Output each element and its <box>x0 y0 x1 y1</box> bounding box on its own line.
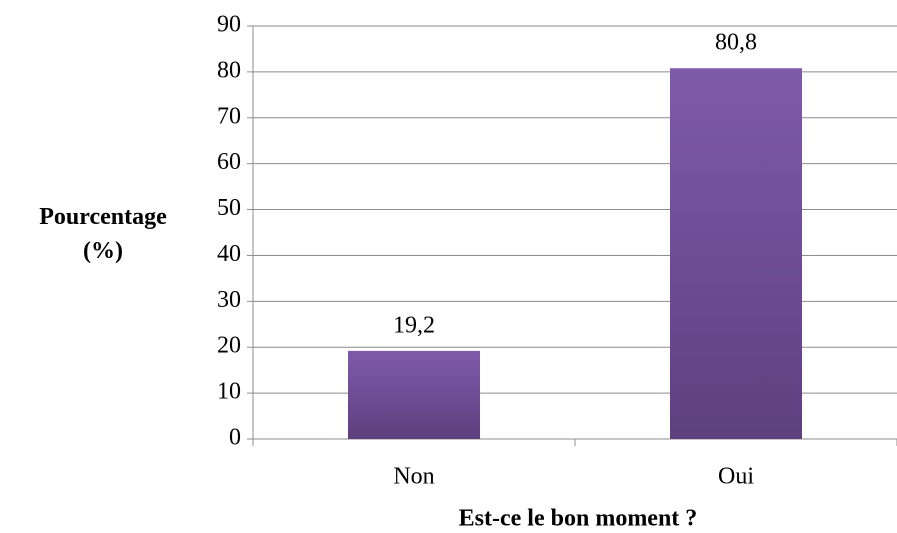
data-label: 19,2 <box>393 312 435 338</box>
y-tick-label: 20 <box>217 333 241 359</box>
y-tick-label: 70 <box>217 103 241 129</box>
y-tick-label: 50 <box>217 195 241 221</box>
x-axis-title: Est-ce le bon moment ? <box>459 506 698 532</box>
data-label: 80,8 <box>715 30 757 56</box>
bar <box>669 68 803 440</box>
y-tick-label: 60 <box>217 149 241 175</box>
x-tick-label: Oui <box>718 464 754 490</box>
y-tick-label: 90 <box>217 12 241 38</box>
y-axis-title: Pourcentage (%) <box>39 204 167 264</box>
bar <box>347 350 481 439</box>
y-tick-label: 10 <box>217 379 241 405</box>
y-tick-label: 0 <box>229 425 241 451</box>
x-tick-label: Non <box>393 464 434 490</box>
y-tick-label: 80 <box>217 57 241 83</box>
y-tick-label: 30 <box>217 287 241 313</box>
y-tick-label: 40 <box>217 241 241 267</box>
